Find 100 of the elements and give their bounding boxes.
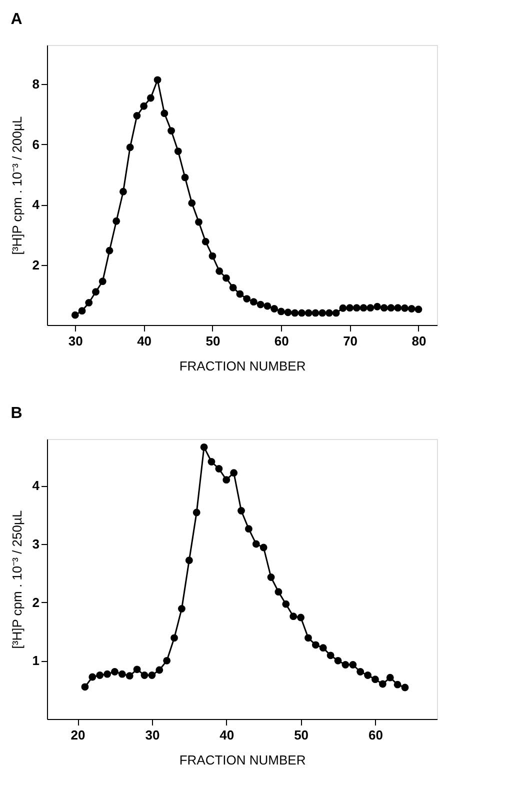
point	[346, 304, 354, 312]
point	[318, 309, 326, 317]
x-tick-label: 80	[412, 334, 426, 348]
point	[104, 670, 111, 678]
point	[215, 465, 223, 472]
point	[252, 540, 260, 548]
x-axis-title: FRACTION NUMBER	[179, 358, 306, 374]
x-tick-label: 50	[206, 334, 220, 348]
point	[282, 600, 290, 608]
point	[297, 614, 305, 622]
point	[160, 110, 168, 118]
point	[163, 656, 171, 664]
point	[140, 672, 148, 679]
chart-title: B	[10, 405, 22, 422]
point	[342, 661, 350, 668]
chart-title: A	[10, 11, 23, 28]
x-tick-label: 70	[343, 334, 358, 348]
point	[394, 304, 402, 312]
point	[349, 661, 357, 668]
x-axis-title: FRACTION NUMBER	[179, 752, 306, 768]
x-tick-label: 40	[137, 334, 152, 348]
y-tick-label: 3	[32, 536, 40, 552]
point	[401, 684, 409, 692]
y-tick-label: 4	[32, 197, 40, 212]
point	[120, 188, 127, 196]
point	[386, 674, 394, 682]
y-tick-label: 6	[32, 136, 40, 152]
point	[394, 680, 402, 688]
x-tick-label: 30	[68, 334, 83, 348]
y-tick-label: 1	[32, 653, 40, 668]
x-tick-label: 30	[145, 728, 160, 742]
point	[111, 668, 118, 676]
x-tick-label: 20	[70, 728, 86, 742]
x-tick-label: 50	[294, 728, 309, 742]
point	[325, 309, 333, 317]
point	[146, 94, 154, 102]
point	[256, 300, 264, 308]
point	[291, 309, 299, 317]
point	[195, 218, 202, 226]
point	[156, 666, 164, 674]
point	[85, 299, 93, 306]
point	[352, 304, 360, 312]
point	[168, 127, 175, 135]
y-tick-label: 8	[32, 76, 40, 92]
point	[380, 304, 388, 312]
point	[319, 644, 327, 652]
point	[360, 304, 368, 312]
point	[126, 672, 134, 680]
point	[260, 544, 268, 552]
point	[243, 295, 251, 303]
x-tick-label: 60	[368, 728, 383, 742]
x-tick-label: 60	[274, 334, 289, 348]
point	[202, 238, 210, 246]
point	[284, 308, 292, 316]
point	[236, 290, 244, 298]
point	[372, 676, 379, 684]
point	[387, 304, 395, 312]
point	[88, 673, 96, 681]
point	[133, 666, 141, 674]
point	[216, 267, 224, 275]
point	[185, 556, 193, 564]
point	[366, 304, 374, 312]
point	[332, 309, 340, 317]
point	[290, 612, 298, 620]
point	[81, 683, 89, 691]
point	[78, 307, 86, 315]
point	[401, 304, 408, 312]
point	[244, 525, 252, 533]
point	[356, 668, 364, 676]
y-axis-title: [³H]P cpm . 10⁻³ / 250µL	[9, 510, 24, 649]
point	[414, 306, 422, 314]
point	[408, 305, 416, 312]
point	[312, 309, 320, 317]
point	[339, 304, 347, 312]
point	[148, 672, 156, 679]
point	[133, 112, 141, 120]
point	[154, 76, 162, 84]
point	[238, 507, 245, 514]
point	[170, 634, 178, 642]
point	[140, 102, 148, 110]
point	[326, 652, 334, 660]
point	[208, 252, 216, 260]
point	[230, 469, 238, 477]
point	[118, 670, 126, 678]
point	[274, 588, 282, 596]
point	[208, 458, 216, 466]
point	[71, 311, 79, 319]
point	[200, 443, 208, 451]
x-tick-label: 40	[220, 728, 234, 742]
point	[277, 308, 285, 316]
point	[374, 302, 381, 310]
point	[96, 672, 104, 679]
point	[181, 174, 189, 182]
point	[112, 217, 120, 225]
point	[270, 305, 278, 312]
point	[264, 302, 272, 310]
point	[250, 298, 258, 306]
point	[298, 309, 306, 317]
point	[222, 274, 230, 282]
point	[126, 144, 134, 152]
